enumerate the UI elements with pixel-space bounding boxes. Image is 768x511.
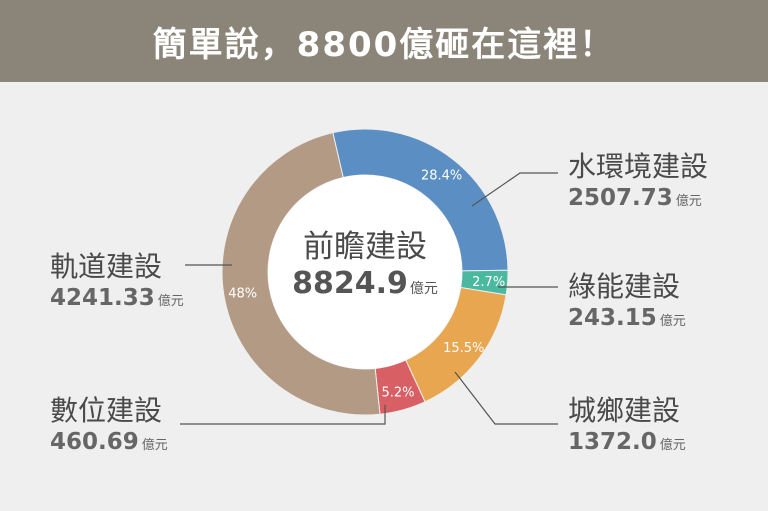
label-urban-value: 1372.0 (568, 429, 657, 455)
label-urban-name: 城鄉建設 (568, 394, 681, 427)
label-rail-value-row: 4241.33 億元 (50, 284, 184, 316)
center-total-value: 8824.9 (292, 266, 408, 301)
label-rail-value: 4241.33 (50, 285, 155, 311)
slice-pct-green: 2.7% (472, 275, 505, 290)
slice-pct-urban: 15.5% (443, 341, 484, 356)
label-digital-value: 460.69 (50, 429, 139, 455)
header-banner: 簡單說，8800億砸在這裡！ (0, 0, 768, 82)
label-water-value-row: 2507.73 億元 (568, 184, 708, 216)
page-title: 簡單說，8800億砸在這裡！ (152, 24, 616, 65)
slice-pct-digital: 5.2% (381, 386, 414, 401)
center-total: 8824.9 億元 (270, 266, 460, 307)
center-total-unit: 億元 (409, 281, 438, 297)
label-green: 綠能建設 243.15 億元 (568, 270, 686, 336)
label-digital-unit: 億元 (141, 438, 168, 453)
label-digital-name: 數位建設 (50, 394, 163, 427)
slice-pct-water: 28.4% (421, 168, 462, 183)
label-digital-value-row: 460.69 億元 (50, 428, 168, 460)
label-water-value: 2507.73 (568, 185, 673, 211)
leader-lines (180, 172, 558, 425)
label-rail-name: 軌道建設 (50, 250, 163, 283)
center-title: 前瞻建設 (303, 229, 427, 265)
label-urban-value-row: 1372.0 億元 (568, 428, 686, 460)
label-urban: 城鄉建設 1372.0 億元 (568, 394, 686, 460)
label-rail-unit: 億元 (157, 294, 184, 309)
label-water-unit: 億元 (675, 194, 702, 209)
label-water-name: 水環境建設 (568, 150, 709, 183)
leader-line-digital (180, 405, 386, 425)
label-digital: 數位建設 460.69 億元 (50, 394, 168, 460)
label-rail: 軌道建設 4241.33 億元 (50, 250, 184, 316)
label-green-unit: 億元 (659, 314, 686, 329)
label-green-value: 243.15 (568, 305, 657, 331)
label-green-value-row: 243.15 億元 (568, 304, 686, 336)
label-urban-unit: 億元 (659, 438, 686, 453)
chart-center: 前瞻建設 8824.9 億元 (270, 228, 460, 307)
leader-line-urban (454, 371, 558, 425)
label-green-name: 綠能建設 (568, 270, 681, 303)
label-water: 水環境建設 2507.73 億元 (568, 150, 708, 216)
slice-pct-rail: 48% (228, 286, 257, 301)
leader-line-water (471, 172, 558, 207)
donut-hole (268, 175, 462, 369)
